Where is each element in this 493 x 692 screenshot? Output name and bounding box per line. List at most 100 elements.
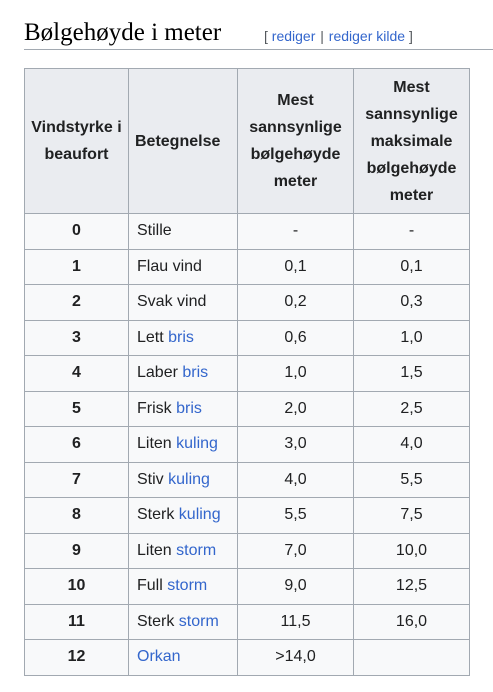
designation-link[interactable]: bris (176, 399, 202, 417)
cell-beaufort-force: 9 (24, 532, 129, 569)
cell-designation: Lett bris (128, 319, 238, 356)
designation-text: Full (137, 577, 168, 595)
cell-designation: Svak vind (128, 284, 238, 321)
cell-designation: Frisk bris (128, 390, 238, 427)
designation-text: Stille (137, 222, 172, 240)
cell-designation: Orkan (128, 639, 238, 676)
designation-link[interactable]: kuling (178, 506, 221, 524)
designation-link[interactable]: bris (168, 328, 194, 346)
designation-text: Stiv (137, 470, 169, 488)
cell-probable-max-wave-height: 0,1 (353, 248, 470, 285)
cell-probable-wave-height: 11,5 (237, 603, 354, 640)
designation-text: Frisk (137, 399, 177, 417)
cell-probable-wave-height: 5,5 (237, 497, 354, 534)
bracket-open: [ (264, 28, 268, 44)
cell-designation: Stille (128, 213, 238, 250)
cell-probable-max-wave-height: 1,5 (353, 355, 470, 392)
cell-probable-max-wave-height: 2,5 (353, 390, 470, 427)
table-row: 7 Stiv kuling 4,0 5,5 (24, 461, 470, 498)
cell-beaufort-force: 3 (24, 319, 129, 356)
header-designation: Betegnelse (128, 68, 238, 214)
cell-designation: Flau vind (128, 248, 238, 285)
cell-probable-max-wave-height: 5,5 (353, 461, 470, 498)
cell-beaufort-force: 5 (24, 390, 129, 427)
table-row: 3 Lett bris 0,6 1,0 (24, 319, 470, 356)
cell-beaufort-force: 0 (24, 213, 129, 250)
designation-text: Svak vind (137, 293, 207, 311)
cell-designation: Sterk storm (128, 603, 238, 640)
cell-beaufort-force: 8 (24, 497, 129, 534)
designation-link[interactable]: kuling (176, 435, 218, 453)
header-probable-wave-height: Mest sannsynlige bølgehøyde meter (237, 68, 354, 214)
edit-separator: | (320, 28, 324, 44)
designation-link[interactable]: bris (182, 364, 209, 382)
cell-probable-max-wave-height: 7,5 (353, 497, 470, 534)
designation-text: Sterk (137, 506, 179, 524)
cell-probable-max-wave-height: - (353, 213, 470, 250)
cell-probable-wave-height: 1,0 (237, 355, 354, 392)
edit-source-link[interactable]: rediger kilde (328, 28, 406, 44)
cell-probable-wave-height: 4,0 (237, 461, 354, 498)
table-row: 10 Full storm 9,0 12,5 (24, 568, 470, 605)
edit-links: [ rediger | rediger kilde ] (264, 27, 413, 45)
cell-probable-wave-height: 0,6 (237, 319, 354, 356)
designation-text: Laber (137, 364, 183, 382)
cell-probable-wave-height: 9,0 (237, 568, 354, 605)
cell-beaufort-force: 6 (24, 426, 129, 463)
section-title: Bølgehøyde i meter (24, 19, 222, 46)
designation-text: Sterk (137, 612, 179, 630)
cell-beaufort-force: 1 (24, 248, 129, 285)
table-row: 1 Flau vind 0,1 0,1 (24, 248, 470, 285)
designation-text: Flau vind (137, 257, 202, 275)
cell-probable-max-wave-height: 1,0 (353, 319, 470, 356)
table-row: 8 Sterk kuling 5,5 7,5 (24, 497, 470, 534)
table-body: 0 Stille - - 1 Flau vind 0,1 0,1 2 Svak vind 0,2 0,… (24, 213, 470, 676)
designation-text: Lett (137, 328, 169, 346)
cell-probable-max-wave-height: 16,0 (353, 603, 470, 640)
cell-probable-max-wave-height: 0,3 (353, 284, 470, 321)
designation-link[interactable]: storm (167, 577, 208, 595)
cell-probable-max-wave-height (353, 639, 470, 676)
table-row: 5 Frisk bris 2,0 2,5 (24, 390, 470, 427)
designation-link[interactable]: Orkan (137, 648, 181, 666)
cell-probable-max-wave-height: 4,0 (353, 426, 470, 463)
designation-text: Liten (137, 435, 177, 453)
table-row: 9 Liten storm 7,0 10,0 (24, 532, 470, 569)
cell-beaufort-force: 2 (24, 284, 129, 321)
cell-beaufort-force: 10 (24, 568, 129, 605)
designation-link[interactable]: storm (178, 612, 219, 630)
cell-designation: Sterk kuling (128, 497, 238, 534)
cell-probable-wave-height: - (237, 213, 354, 250)
cell-designation: Laber bris (128, 355, 238, 392)
table-row: 0 Stille - - (24, 213, 470, 250)
wave-height-table: Vindstyrke i beaufort Betegnelse Mest sa… (24, 68, 470, 676)
designation-link[interactable]: storm (176, 541, 217, 559)
designation-link[interactable]: kuling (168, 470, 210, 488)
table-row: 11 Sterk storm 11,5 16,0 (24, 603, 470, 640)
header-probable-max-wave-height: Mest sannsynlige maksimale bølgehøyde me… (353, 68, 470, 214)
table-row: 4 Laber bris 1,0 1,5 (24, 355, 470, 392)
table-row: 6 Liten kuling 3,0 4,0 (24, 426, 470, 463)
cell-probable-wave-height: 7,0 (237, 532, 354, 569)
section-heading: Bølgehøyde i meter [ rediger | rediger k… (24, 10, 493, 50)
cell-probable-wave-height: 2,0 (237, 390, 354, 427)
header-beaufort-force: Vindstyrke i beaufort (24, 68, 129, 214)
cell-designation: Stiv kuling (128, 461, 238, 498)
cell-designation: Liten kuling (128, 426, 238, 463)
cell-probable-wave-height: 0,2 (237, 284, 354, 321)
cell-probable-wave-height: >14,0 (237, 639, 354, 676)
cell-probable-wave-height: 0,1 (237, 248, 354, 285)
table-row: 12 Orkan >14,0 (24, 639, 470, 676)
cell-probable-max-wave-height: 12,5 (353, 568, 470, 605)
cell-designation: Full storm (128, 568, 238, 605)
table-row: 2 Svak vind 0,2 0,3 (24, 284, 470, 321)
table-header-row: Vindstyrke i beaufort Betegnelse Mest sa… (24, 68, 470, 214)
cell-probable-max-wave-height: 10,0 (353, 532, 470, 569)
cell-beaufort-force: 4 (24, 355, 129, 392)
cell-beaufort-force: 7 (24, 461, 129, 498)
edit-link[interactable]: rediger (271, 28, 316, 44)
cell-probable-wave-height: 3,0 (237, 426, 354, 463)
cell-beaufort-force: 11 (24, 603, 129, 640)
designation-text: Liten (137, 541, 177, 559)
bracket-close: ] (408, 28, 413, 44)
